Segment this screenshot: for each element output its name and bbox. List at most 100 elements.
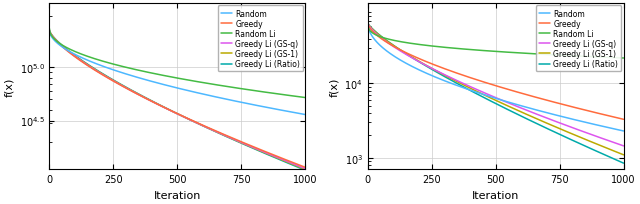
Legend: Random, Greedy, Random Li, Greedy Li (GS-q), Greedy Li (GS-1), Greedy Li (Ratio): Random, Greedy, Random Li, Greedy Li (GS… bbox=[536, 7, 621, 72]
Greedy bbox=[45, 30, 53, 33]
Greedy Li (GS-q) bbox=[620, 145, 627, 147]
Greedy bbox=[61, 49, 69, 51]
Random bbox=[272, 108, 280, 111]
Greedy bbox=[245, 144, 253, 146]
Greedy Li (Ratio) bbox=[255, 150, 262, 152]
Greedy bbox=[98, 74, 106, 76]
Greedy Li (GS-q) bbox=[364, 23, 371, 25]
Greedy bbox=[301, 166, 309, 169]
Greedy bbox=[255, 148, 262, 150]
Random bbox=[61, 48, 69, 51]
Greedy bbox=[620, 119, 627, 121]
Greedy Li (GS-q) bbox=[607, 141, 615, 143]
X-axis label: Iteration: Iteration bbox=[154, 190, 201, 200]
Greedy Li (Ratio) bbox=[45, 30, 53, 33]
Greedy Li (GS-1) bbox=[255, 149, 262, 152]
Greedy Li (Ratio) bbox=[272, 157, 280, 159]
Line: Greedy Li (Ratio): Greedy Li (Ratio) bbox=[49, 32, 305, 170]
Random Li bbox=[590, 56, 598, 59]
Random Li bbox=[573, 55, 580, 58]
Random bbox=[245, 103, 253, 105]
Random Li bbox=[380, 37, 387, 40]
Greedy Li (Ratio) bbox=[364, 23, 371, 25]
Greedy Li (GS-q) bbox=[416, 61, 424, 64]
Random Li bbox=[563, 55, 571, 57]
Line: Greedy Li (Ratio): Greedy Li (Ratio) bbox=[367, 24, 623, 163]
Random bbox=[573, 119, 580, 122]
Random bbox=[416, 70, 424, 72]
Random Li bbox=[620, 58, 627, 60]
Greedy Li (GS-1) bbox=[364, 23, 371, 25]
Line: Random: Random bbox=[49, 32, 305, 115]
Random bbox=[620, 130, 627, 133]
Greedy bbox=[563, 105, 571, 107]
Greedy Li (GS-1) bbox=[61, 48, 69, 50]
Line: Greedy: Greedy bbox=[49, 32, 305, 167]
Greedy Li (GS-q) bbox=[255, 149, 262, 151]
Random bbox=[98, 65, 106, 68]
Greedy Li (GS-1) bbox=[607, 149, 615, 151]
Greedy Li (GS-1) bbox=[245, 145, 253, 147]
Line: Random Li: Random Li bbox=[367, 21, 623, 59]
Greedy Li (Ratio) bbox=[573, 141, 580, 144]
Random Li bbox=[61, 46, 69, 49]
Random bbox=[364, 23, 371, 25]
Random Li bbox=[272, 93, 280, 95]
Random Li bbox=[607, 57, 615, 59]
Greedy Li (GS-q) bbox=[245, 145, 253, 147]
Greedy Li (GS-1) bbox=[289, 163, 297, 166]
Random bbox=[590, 123, 598, 126]
Random Li bbox=[364, 20, 371, 23]
Greedy Li (Ratio) bbox=[380, 38, 387, 40]
Random Li bbox=[98, 60, 106, 63]
Greedy Li (GS-q) bbox=[380, 39, 387, 41]
Greedy Li (GS-q) bbox=[573, 128, 580, 131]
Greedy Li (Ratio) bbox=[620, 162, 627, 165]
Greedy bbox=[289, 162, 297, 164]
Random bbox=[289, 112, 297, 114]
Greedy Li (GS-1) bbox=[620, 154, 627, 156]
Random Li bbox=[245, 89, 253, 92]
Greedy bbox=[416, 58, 424, 61]
Random bbox=[380, 48, 387, 50]
Greedy Li (GS-q) bbox=[272, 156, 280, 158]
Greedy Li (GS-1) bbox=[380, 38, 387, 40]
Random Li bbox=[289, 95, 297, 98]
Line: Greedy Li (GS-q): Greedy Li (GS-q) bbox=[49, 32, 305, 169]
Random Li bbox=[45, 28, 53, 31]
Greedy Li (GS-1) bbox=[301, 168, 309, 171]
Greedy Li (Ratio) bbox=[607, 157, 615, 159]
Line: Random Li: Random Li bbox=[49, 30, 305, 98]
Random bbox=[45, 30, 53, 33]
Greedy Li (Ratio) bbox=[98, 72, 106, 75]
Random Li bbox=[301, 97, 309, 99]
Random Li bbox=[255, 91, 262, 93]
Greedy Li (Ratio) bbox=[301, 169, 309, 172]
Greedy bbox=[607, 115, 615, 118]
Greedy bbox=[364, 23, 371, 25]
Greedy Li (GS-1) bbox=[590, 142, 598, 144]
Greedy Li (GS-1) bbox=[573, 135, 580, 137]
Line: Greedy Li (GS-1): Greedy Li (GS-1) bbox=[49, 32, 305, 170]
Greedy Li (Ratio) bbox=[245, 145, 253, 148]
Random Li bbox=[416, 44, 424, 47]
Greedy Li (GS-1) bbox=[563, 131, 571, 133]
Random bbox=[255, 105, 262, 108]
Greedy Li (Ratio) bbox=[563, 137, 571, 139]
Greedy bbox=[272, 155, 280, 157]
Y-axis label: f(x): f(x) bbox=[4, 77, 14, 96]
Legend: Random, Greedy, Random Li, Greedy Li (GS-q), Greedy Li (GS-1), Greedy Li (Ratio): Random, Greedy, Random Li, Greedy Li (GS… bbox=[218, 7, 303, 72]
Greedy Li (GS-1) bbox=[416, 61, 424, 63]
Greedy Li (Ratio) bbox=[590, 149, 598, 151]
Greedy Li (GS-q) bbox=[98, 73, 106, 76]
Greedy Li (Ratio) bbox=[416, 62, 424, 64]
Greedy Li (Ratio) bbox=[61, 48, 69, 50]
X-axis label: Iteration: Iteration bbox=[472, 190, 519, 200]
Greedy bbox=[573, 107, 580, 110]
Greedy Li (GS-q) bbox=[590, 135, 598, 137]
Greedy Li (GS-1) bbox=[272, 156, 280, 159]
Random bbox=[301, 114, 309, 116]
Greedy Li (Ratio) bbox=[289, 164, 297, 166]
Line: Greedy Li (GS-1): Greedy Li (GS-1) bbox=[367, 24, 623, 155]
Greedy Li (GS-1) bbox=[98, 73, 106, 75]
